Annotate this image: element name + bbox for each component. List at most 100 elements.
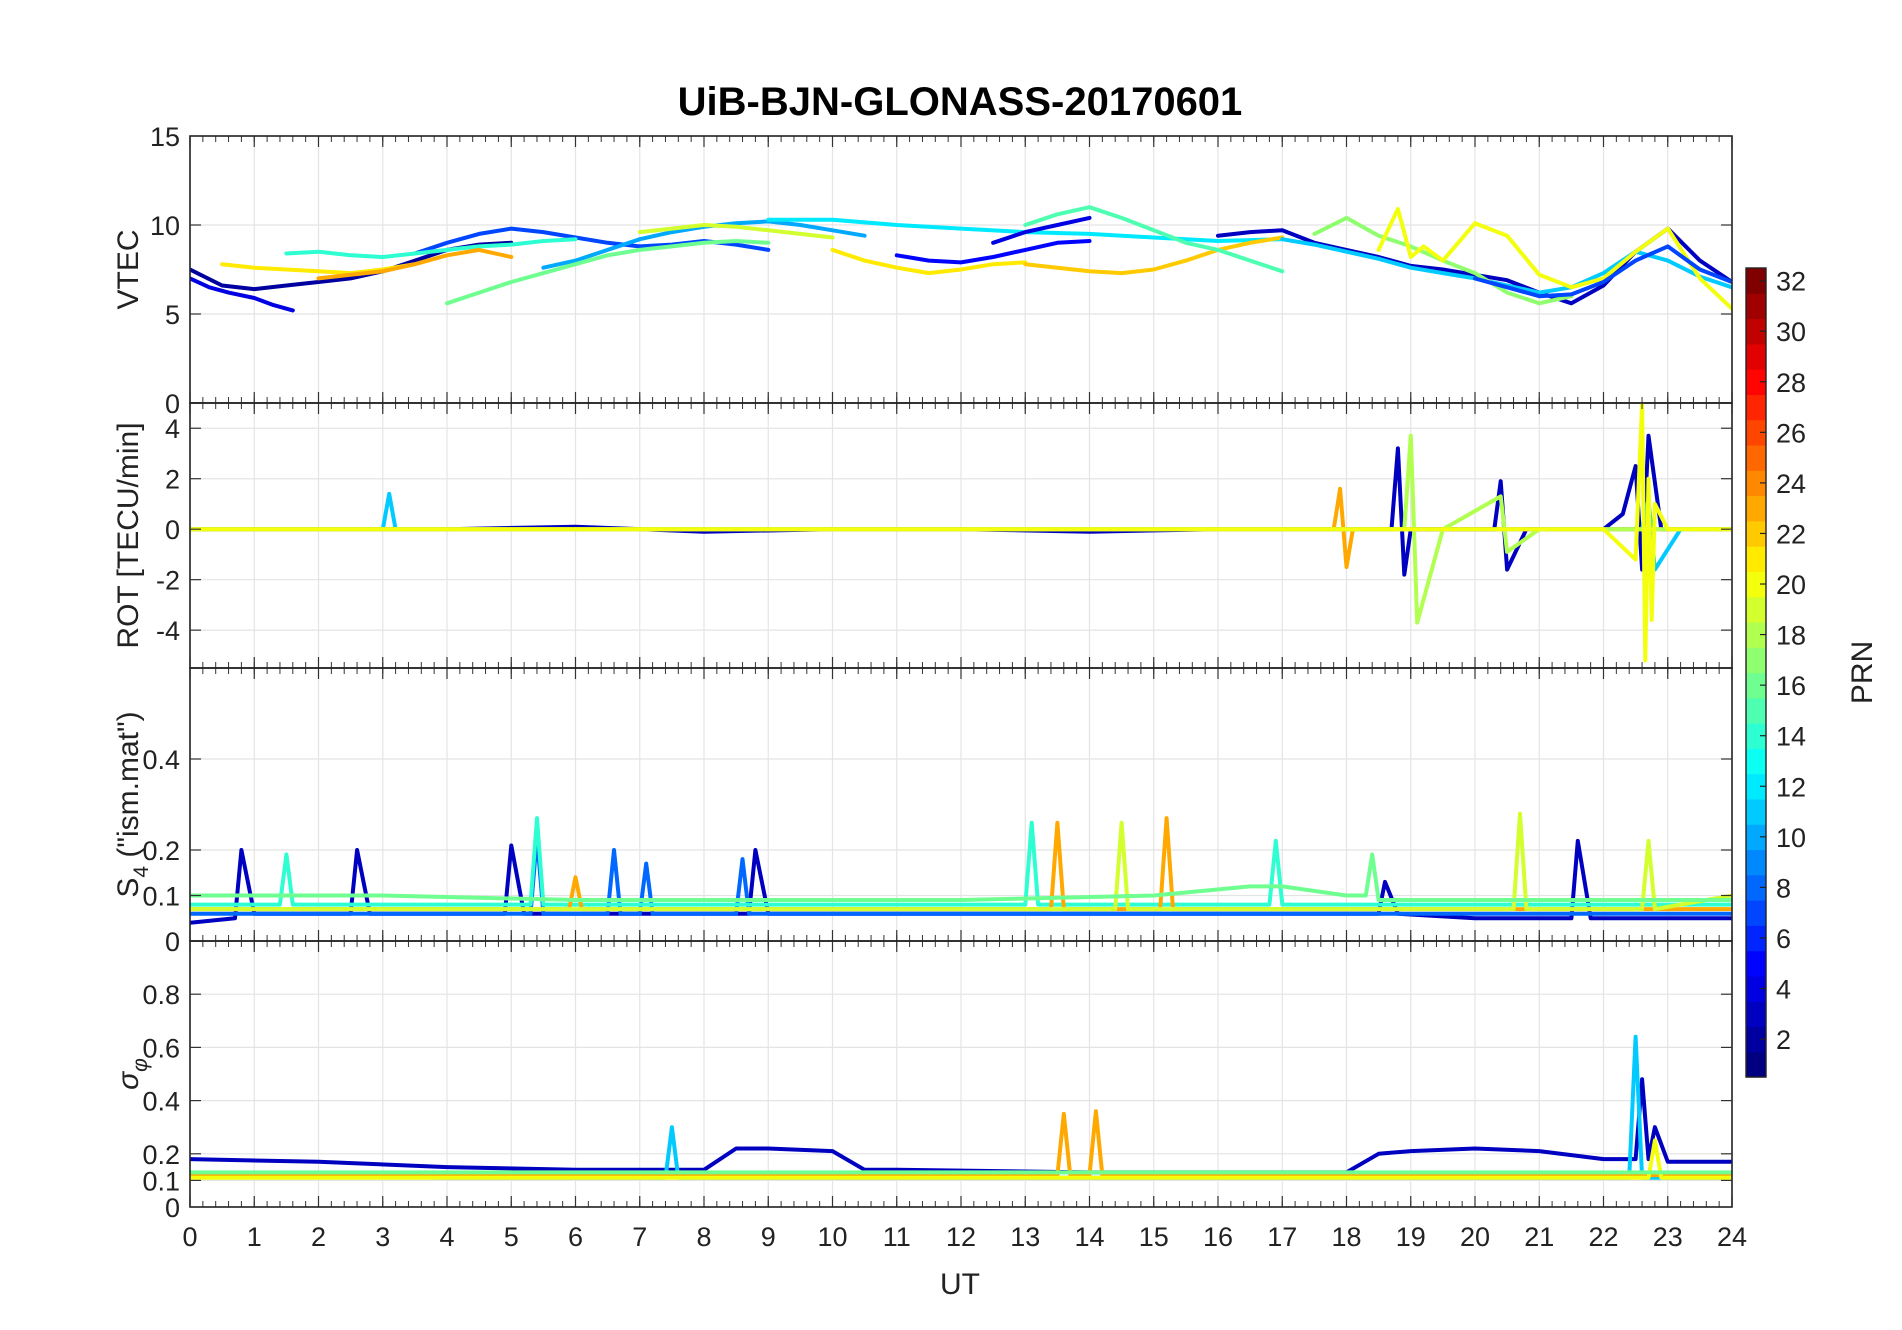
colorbar-swatch-17 [1746, 647, 1766, 674]
colorbar-tick-label: 8 [1776, 873, 1791, 903]
vtec-series-prn-23-7 [316, 247, 514, 281]
colorbar-swatch-21 [1746, 546, 1766, 572]
colorbar-tick-label: 6 [1776, 924, 1791, 954]
x-tick-label: 11 [883, 1222, 911, 1252]
series-sigma [190, 1034, 1732, 1180]
colorbar-tick-label: 20 [1776, 570, 1806, 600]
x-tick-label: 1 [247, 1222, 262, 1252]
colorbar-swatch-22 [1746, 520, 1766, 547]
x-tick-label: 4 [439, 1222, 454, 1252]
colorbar-swatch-6 [1746, 925, 1766, 952]
vtec-series-prn-21-10 [830, 247, 1028, 276]
y-tick-label: 5 [165, 300, 180, 330]
s4-series-prn-14-2 [190, 816, 1732, 907]
vtec-series-prn-19-8 [637, 223, 835, 240]
colorbar-swatch-25 [1746, 444, 1766, 471]
x-tick-label: 14 [1074, 1222, 1104, 1252]
colorbar-tick-label: 28 [1776, 368, 1806, 398]
vtec-series-prn-4-1 [190, 276, 295, 313]
colorbar-swatch-23 [1746, 495, 1766, 522]
panel-vtec: 0 5 10 15 VTEC [112, 122, 1733, 419]
x-tick-label: 0 [182, 1222, 197, 1252]
x-tick-label: 2 [311, 1222, 326, 1252]
colorbar-swatch-7 [1746, 900, 1766, 926]
y-tick-label: 0.2 [142, 836, 180, 866]
x-tick-label: 19 [1396, 1222, 1426, 1252]
x-tick-label: 3 [375, 1222, 390, 1252]
y-axis-label-sigma: σφ [112, 1058, 152, 1090]
colorbar-tick-label: 2 [1776, 1025, 1791, 1055]
x-tick-label: 20 [1460, 1222, 1490, 1252]
y-tick-label: 2 [165, 465, 180, 495]
y-tick-label: 0.1 [142, 1166, 180, 1196]
series-vtec [190, 205, 1732, 313]
x-axis-label: UT [940, 1268, 980, 1301]
x-tick-label: 21 [1524, 1222, 1554, 1252]
y-tick-label: 0.2 [142, 1140, 180, 1170]
series-rot [190, 403, 1732, 663]
y-tick-label: 0.4 [142, 745, 180, 775]
x-tick-label: 10 [817, 1222, 847, 1252]
chart-title: UiB-BJN-GLONASS-20170601 [678, 80, 1243, 124]
colorbar-swatch-30 [1746, 318, 1766, 345]
y-tick-label: -4 [156, 616, 180, 646]
vtec-series-prn-4-14 [991, 215, 1092, 245]
colorbar-label: PRN [1846, 641, 1879, 704]
panel-rot: -4 -2 0 2 4 ROT [TECU/min] [112, 402, 1733, 669]
panel-sigma: 00.10.2 0.4 0.6 0.8 σφ [112, 940, 1733, 1223]
colorbar-tick-label: 16 [1776, 671, 1806, 701]
colorbar-swatch-5 [1746, 950, 1766, 977]
colorbar-swatch-24 [1746, 470, 1766, 497]
sigma-series-prn-20-3 [190, 1138, 1732, 1180]
colorbar-tick-label: 26 [1776, 418, 1806, 448]
minor-ticks-rot [189, 403, 1733, 668]
s4-series-prn-16-5 [190, 852, 1732, 902]
y-tick-label: 0 [165, 389, 180, 419]
colorbar-swatch-19 [1746, 596, 1766, 623]
x-tick-label: 16 [1203, 1222, 1233, 1252]
colorbar-swatch-1 [1746, 1051, 1766, 1078]
x-tick-label: 22 [1588, 1222, 1618, 1252]
y-tick-label: 0 [165, 1193, 180, 1223]
x-tick-label: 9 [761, 1222, 776, 1252]
axes-frame-sigma [189, 940, 1733, 1208]
colorbar-tick-label: 12 [1776, 772, 1806, 802]
colorbar-tick-label: 10 [1776, 823, 1806, 853]
y-tick-label: 0.1 [142, 882, 180, 912]
x-tick-label: 6 [568, 1222, 583, 1252]
colorbar-tick-label: 32 [1776, 267, 1806, 297]
vtec-series-prn-5-11 [894, 239, 1092, 265]
rot-series-prn-20-4 [190, 403, 1732, 663]
y-tick-label: 4 [165, 414, 180, 444]
minor-ticks-vtec [189, 136, 1733, 403]
colorbar-tick-label: 30 [1776, 317, 1806, 347]
y-tick-label: -2 [156, 566, 180, 596]
y-tick-label: 0.8 [142, 980, 180, 1010]
colorbar-swatch-27 [1746, 394, 1766, 421]
x-tick-label: 17 [1267, 1222, 1297, 1252]
colorbar-swatch-26 [1746, 419, 1766, 446]
x-tick-label: 5 [504, 1222, 519, 1252]
grid-rot [189, 403, 1733, 668]
vtec-series-prn-14-5 [284, 237, 578, 259]
vtec-series-prn-22-12 [1023, 235, 1285, 276]
y-axis-label-s4: S4 ("ism.mat") [112, 711, 153, 897]
colorbar-swatch-2 [1746, 1026, 1766, 1053]
y-axis-label-vtec: VTEC [112, 229, 145, 309]
colorbar-swatch-10 [1746, 824, 1766, 851]
y-tick-label: 0.4 [142, 1087, 180, 1117]
colorbar-tick-label: 24 [1776, 469, 1806, 499]
colorbar-swatch-12 [1746, 773, 1766, 800]
vtec-series-prn-16-4 [445, 239, 771, 306]
s4-series-prn-19-4 [190, 811, 1732, 912]
colorbar-frame [1745, 267, 1767, 1078]
x-tick-label: 18 [1331, 1222, 1361, 1252]
colorbar-swatch-29 [1746, 343, 1766, 370]
x-tick-label: 15 [1139, 1222, 1169, 1252]
vtec-series-prn-7-19 [1473, 244, 1732, 299]
colorbar-swatch-14 [1746, 723, 1766, 749]
colorbar-tick-label: 14 [1776, 722, 1806, 752]
